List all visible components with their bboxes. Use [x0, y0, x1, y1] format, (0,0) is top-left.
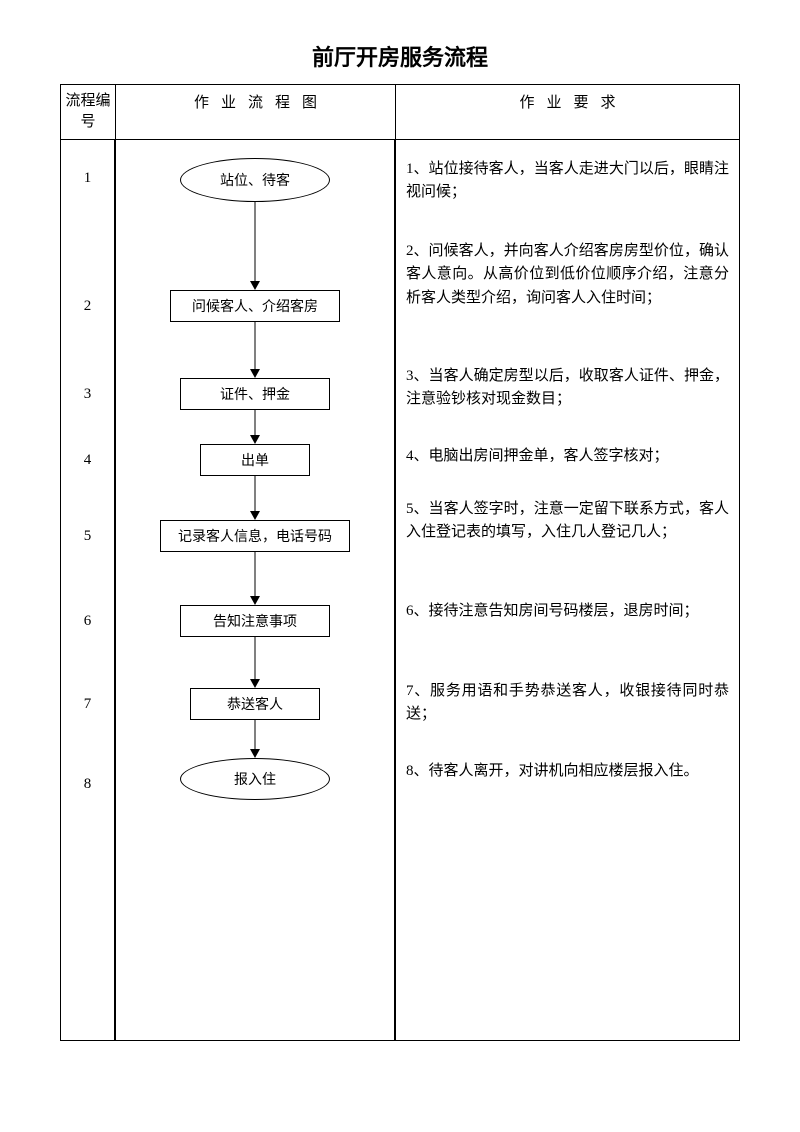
flow-arrow-head [250, 749, 260, 758]
table-header-row: 流程编号 作业流程图 作业要求 [61, 85, 740, 140]
flow-arrow-line [255, 637, 256, 680]
requirements-column: 1、站位接待客人，当客人走进大门以后，眼睛注视问候； 2、问候客人，并向客人介绍客… [396, 140, 739, 1040]
flow-arrow-line [255, 322, 256, 370]
flow-arrow-line [255, 720, 256, 750]
flow-node: 证件、押金 [180, 378, 330, 410]
flow-arrow-head [250, 596, 260, 605]
flow-arrow-line [255, 476, 256, 512]
header-num: 流程编号 [61, 85, 116, 140]
step-number: 8 [61, 776, 114, 793]
page-title: 前厅开房服务流程 [60, 40, 740, 72]
header-flow: 作业流程图 [116, 85, 396, 140]
flow-arrow-line [255, 410, 256, 436]
flow-arrow-line [255, 202, 256, 282]
flow-node: 站位、待客 [180, 158, 330, 202]
flow-node: 问候客人、介绍客房 [170, 290, 340, 322]
flow-node: 出单 [200, 444, 310, 476]
requirement-text: 3、当客人确定房型以后，收取客人证件、押金，注意验钞核对现金数目； [406, 365, 729, 412]
step-number: 3 [61, 386, 114, 403]
step-number: 6 [61, 613, 114, 630]
step-number: 5 [61, 528, 114, 545]
flow-arrow-head [250, 369, 260, 378]
step-number: 7 [61, 696, 114, 713]
step-number: 4 [61, 452, 114, 469]
flow-arrow-head [250, 281, 260, 290]
requirement-text: 7、服务用语和手势恭送客人，收银接待同时恭送； [406, 680, 729, 727]
flow-node: 恭送客人 [190, 688, 320, 720]
flow-node: 记录客人信息，电话号码 [160, 520, 350, 552]
requirement-text: 1、站位接待客人，当客人走进大门以后，眼睛注视问候； [406, 158, 729, 205]
number-column: 1 2 3 4 5 6 7 8 [61, 140, 115, 1040]
flow-node: 告知注意事项 [180, 605, 330, 637]
flow-arrow-head [250, 511, 260, 520]
flow-node: 报入住 [180, 758, 330, 800]
step-number: 1 [61, 170, 114, 187]
requirement-text: 5、当客人签字时，注意一定留下联系方式，客人入住登记表的填写，入住几人登记几人； [406, 498, 729, 545]
requirement-text: 6、接待注意告知房间号码楼层，退房时间； [406, 600, 729, 623]
flow-arrow-head [250, 435, 260, 444]
header-req: 作业要求 [396, 85, 740, 140]
flow-arrow-line [255, 552, 256, 597]
flowchart-column: 站位、待客问候客人、介绍客房证件、押金出单记录客人信息，电话号码告知注意事项恭送… [116, 140, 395, 1040]
requirement-text: 4、电脑出房间押金单，客人签字核对； [406, 445, 729, 468]
process-table: 流程编号 作业流程图 作业要求 1 2 3 4 5 6 7 8 站位、待客问候客人、介绍客房证… [60, 84, 740, 1041]
requirement-text: 2、问候客人，并向客人介绍客房房型价位，确认客人意向。从高价位到低价位顺序介绍，… [406, 240, 729, 310]
flow-arrow-head [250, 679, 260, 688]
step-number: 2 [61, 298, 114, 315]
requirement-text: 8、待客人离开，对讲机向相应楼层报入住。 [406, 760, 729, 783]
